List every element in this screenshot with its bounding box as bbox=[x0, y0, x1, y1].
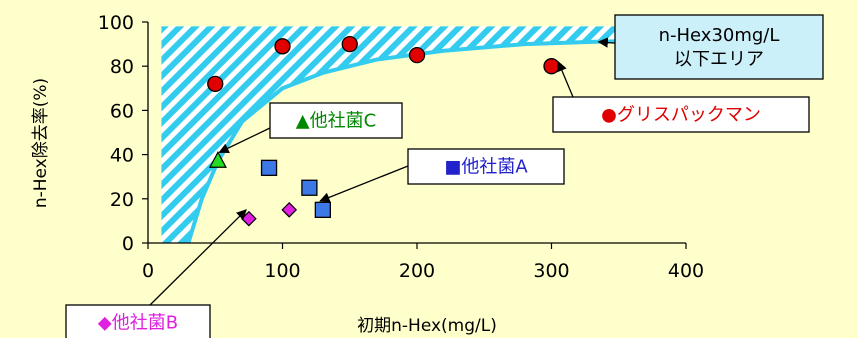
y-tick-label: 80 bbox=[110, 56, 134, 78]
data-point-square bbox=[260, 159, 278, 177]
callout-box bbox=[65, 304, 211, 338]
data-point-circle bbox=[207, 75, 224, 93]
data-point-diamond bbox=[241, 210, 257, 227]
callout-label-line: 以下エリア bbox=[674, 49, 764, 70]
y-tick-label: 0 bbox=[122, 233, 134, 255]
data-point-diamond bbox=[281, 202, 298, 218]
callout-arrow bbox=[149, 209, 247, 306]
axes-layer: 0 20 40 60 80 100 0 100 200 300 400 初期n-Hex(mg/L) n-… bbox=[31, 12, 704, 336]
data-point-circle bbox=[543, 58, 560, 75]
callout-arrow bbox=[557, 60, 574, 98]
x-axis-title: 初期n-Hex(mg/L) bbox=[357, 316, 497, 336]
callout-label: ●グリスパックマン bbox=[601, 105, 761, 126]
data-point-square bbox=[314, 201, 332, 219]
callout-label-line: ▲他社菌C bbox=[296, 111, 376, 132]
callout-label: ▲他社菌C bbox=[296, 111, 376, 132]
x-tick-label: 400 bbox=[668, 260, 704, 282]
callout-label: ■他社菌A bbox=[444, 157, 528, 178]
y-tick-label: 40 bbox=[110, 145, 134, 167]
callout-label-line: ◆他社菌B bbox=[98, 313, 178, 334]
callout-arrow bbox=[218, 127, 271, 154]
points-layer bbox=[207, 35, 560, 227]
area-boundary-curve bbox=[186, 37, 687, 244]
y-tick-label: 60 bbox=[110, 100, 134, 122]
callout-box bbox=[269, 102, 403, 139]
callout-box bbox=[552, 96, 810, 133]
callout-label-line: ■他社菌A bbox=[444, 157, 528, 178]
y-tick-label: 20 bbox=[110, 189, 134, 211]
callout-label-line: n-Hex30mg/L bbox=[659, 25, 780, 46]
x-tick-label: 100 bbox=[264, 260, 300, 282]
x-tick-label: 300 bbox=[533, 260, 569, 282]
callout-label: ◆他社菌B bbox=[98, 313, 178, 334]
data-point-circle bbox=[274, 38, 291, 55]
callout-label-line: ●グリスパックマン bbox=[601, 105, 761, 126]
y-tick-label: 100 bbox=[98, 12, 134, 34]
area-layer bbox=[161, 26, 687, 244]
data-point-square bbox=[301, 179, 318, 196]
y-axis-title: n-Hex除去率(%) bbox=[31, 78, 51, 208]
data-point-circle bbox=[408, 47, 426, 64]
x-tick-label: 0 bbox=[142, 260, 154, 282]
callout-label: n-Hex30mg/L 以下エリア bbox=[659, 25, 780, 70]
data-point-circle bbox=[341, 35, 358, 53]
hatched-area bbox=[161, 26, 686, 244]
x-tick-label: 200 bbox=[399, 260, 435, 282]
callout-box bbox=[614, 14, 824, 80]
callout-layer: n-Hex30mg/L 以下エリア ●グリスパックマン ■他社菌A ◆他社菌B ▲他社菌C bbox=[65, 14, 824, 338]
data-point-triangle bbox=[208, 150, 227, 168]
callout-arrow bbox=[319, 165, 409, 203]
callout-box bbox=[407, 148, 565, 185]
